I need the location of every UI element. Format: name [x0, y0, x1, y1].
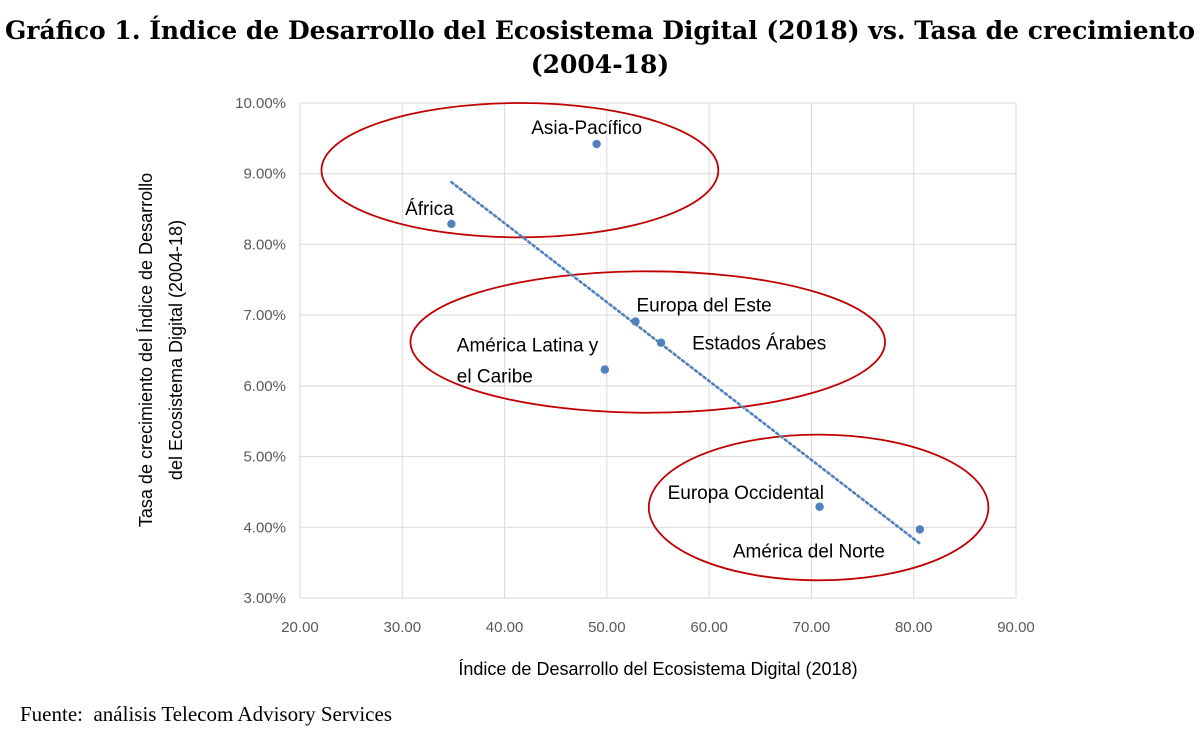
group-ellipse [409, 270, 886, 414]
chart-title-line-1: Gráfico 1. Índice de Desarrollo del Ecos… [4, 16, 1196, 45]
chart-title-line-2: (2004-18) [530, 50, 670, 79]
y-tick-label: 5.00% [243, 449, 286, 466]
y-tick-label: 3.00% [243, 590, 286, 607]
data-point-label: Asia-Pacífico [531, 118, 642, 139]
group-ellipse [320, 102, 720, 239]
y-tick-label: 7.00% [243, 307, 286, 324]
data-point [656, 338, 666, 347]
x-tick-label: 40.00 [486, 619, 524, 636]
data-point [600, 365, 610, 374]
x-tick-label: 80.00 [895, 619, 933, 636]
data-point-label: América Latina y [457, 336, 599, 357]
data-point-label: África [405, 199, 454, 220]
y-tick-label: 4.00% [243, 519, 286, 536]
x-tick-label: 30.00 [384, 619, 422, 636]
x-tick-label: 50.00 [588, 619, 626, 636]
data-point [631, 317, 640, 326]
data-point-label: América del Norte [733, 541, 885, 562]
y-axis-title: del Ecosistema Digital (2004-18) [166, 220, 186, 480]
data-point-label: el Caribe [457, 367, 533, 388]
data-point [447, 219, 456, 229]
x-tick-label: 90.00 [997, 619, 1035, 636]
data-point [915, 525, 925, 534]
x-tick-label: 60.00 [690, 619, 728, 636]
data-point-label: Europa Occidental [668, 483, 824, 504]
x-tick-label: 70.00 [793, 619, 831, 636]
data-point-label: Estados Árabes [692, 334, 826, 355]
y-tick-label: 6.00% [243, 378, 286, 395]
trendline [450, 180, 922, 545]
x-tick-label: 20.00 [281, 619, 319, 636]
data-point [815, 502, 824, 511]
x-axis-title: Índice de Desarrollo del Ecosistema Digi… [458, 659, 857, 679]
group-ellipse [647, 433, 990, 582]
y-tick-label: 9.00% [243, 166, 286, 183]
data-point [592, 139, 601, 149]
y-tick-label: 10.00% [235, 95, 286, 112]
source-note: Fuente: análisis Telecom Advisory Servic… [20, 702, 392, 726]
y-tick-label: 8.00% [243, 236, 286, 253]
y-axis-title: Tasa de crecimiento del Índice de Desarr… [136, 173, 156, 527]
chart-title: Gráfico 1. Índice de Desarrollo del Ecos… [0, 14, 1200, 82]
data-point-label: Europa del Este [636, 296, 771, 317]
